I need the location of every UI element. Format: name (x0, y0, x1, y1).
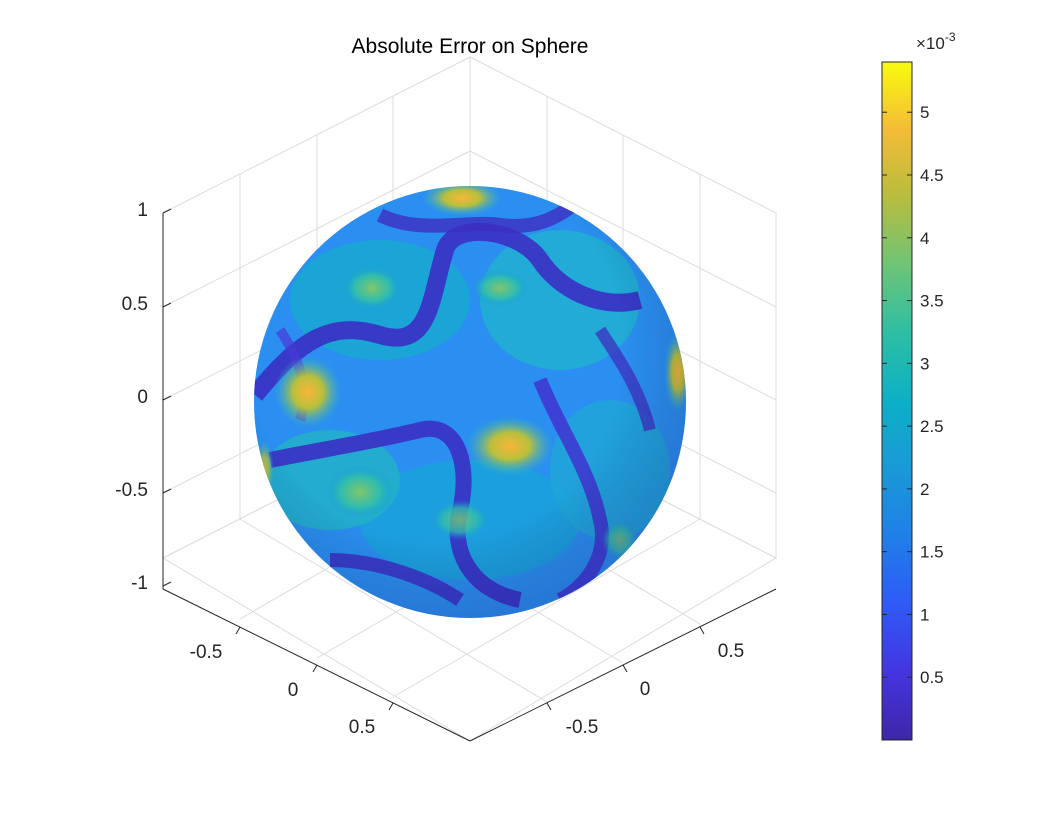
z-ticks: 1 0.5 0 -0.5 -1 (115, 200, 172, 594)
y-tick-label: -0.5 (566, 717, 599, 738)
y-tick-label: 0.5 (718, 641, 744, 662)
z-tick-label: -1 (131, 573, 148, 594)
z-tick-label: 1 (137, 200, 148, 221)
colorbar-tick-label: 0.5 (920, 668, 944, 687)
colorbar-tick-label: 2.5 (920, 417, 944, 436)
colorbar-tick-label: 1 (920, 605, 929, 624)
colorbar-tick-label: 1.5 (920, 543, 944, 562)
colorbar-ticks: 0.5 1 1.5 2 2.5 3 3.5 4 4.5 5 (882, 103, 944, 687)
x-tick-label: 0 (288, 680, 299, 701)
x-ticks: -0.5 0 0.5 (190, 626, 394, 738)
z-tick-label: -0.5 (115, 480, 148, 501)
colorbar-gradient-bar (881, 61, 913, 741)
colorbar-tick-label: 3.5 (920, 292, 944, 311)
y-tick-label: 0 (640, 679, 651, 700)
colorbar-exponent-label: ×10-3 (916, 30, 956, 53)
colorbar: 0.5 1 1.5 2 2.5 3 3.5 4 4.5 5 ×10-3 (881, 30, 956, 741)
x-tick-label: 0.5 (349, 717, 375, 738)
colorbar-tick-label: 4 (920, 229, 929, 248)
chart-title: Absolute Error on Sphere (352, 35, 589, 58)
z-tick-label: 0 (137, 387, 148, 408)
z-tick-label: 0.5 (122, 294, 148, 315)
x-tick-label: -0.5 (190, 642, 223, 663)
colorbar-tick-label: 5 (920, 103, 929, 122)
colorbar-tick-label: 3 (920, 354, 929, 373)
sphere-surface (254, 186, 686, 618)
y-ticks: -0.5 0 0.5 (546, 626, 744, 738)
colorbar-tick-label: 4.5 (920, 166, 944, 185)
colorbar-tick-label: 2 (920, 480, 929, 499)
